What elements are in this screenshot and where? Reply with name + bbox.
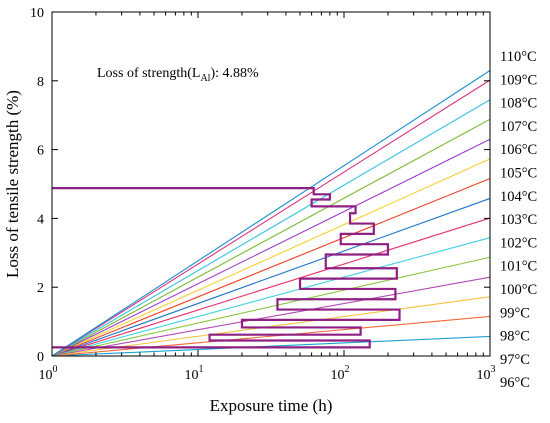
y-tick-label: 2 xyxy=(37,281,44,296)
x-axis-title: Exposure time (h) xyxy=(210,396,333,415)
y-tick-label: 6 xyxy=(37,144,44,159)
series-layer xyxy=(51,70,491,357)
series-label: 99°C xyxy=(500,305,530,321)
x-tick-label: 101 xyxy=(185,364,204,383)
series-line xyxy=(51,217,491,357)
series-line xyxy=(51,335,491,357)
series-label: 106°C xyxy=(500,142,537,158)
series-label: 98°C xyxy=(500,329,530,345)
y-tick-label: 8 xyxy=(37,75,44,90)
series-line xyxy=(51,99,491,357)
series-label: 108°C xyxy=(500,96,537,112)
series-line xyxy=(51,237,491,357)
y-tick-label: 0 xyxy=(37,350,44,365)
series-label: 101°C xyxy=(500,259,537,275)
series-label: 102°C xyxy=(500,235,537,251)
x-tick-label: 102 xyxy=(331,364,350,383)
series-label: 107°C xyxy=(500,119,537,135)
series-line xyxy=(51,138,491,357)
annotation: Loss of strength(LAl): 4.88% xyxy=(97,66,259,84)
y-tick-label: 4 xyxy=(37,212,44,227)
x-tick-label: 100 xyxy=(39,364,58,383)
series-label: 110°C xyxy=(500,49,537,65)
series-line xyxy=(51,158,491,357)
series-label: 104°C xyxy=(500,189,537,205)
series-line xyxy=(51,118,491,357)
labels-layer: 96°C 97°C 98°C 99°C 100°C 101°C 102°C 103°C 104°… xyxy=(30,6,537,391)
ticks-layer xyxy=(51,11,491,357)
strength-loss-trace xyxy=(52,187,401,349)
series-line xyxy=(51,256,491,357)
x-tick-label: 103 xyxy=(477,364,496,383)
series-line xyxy=(51,70,491,357)
y-tick-label: 10 xyxy=(30,6,44,21)
plot-frame xyxy=(51,11,491,357)
series-label: 96°C xyxy=(500,375,530,391)
series-line xyxy=(51,79,491,357)
series-label: 100°C xyxy=(500,282,537,298)
zigzag-layer xyxy=(52,187,401,349)
series-label: 103°C xyxy=(500,212,537,228)
series-line xyxy=(51,276,491,357)
series-line xyxy=(51,177,491,357)
series-label: 97°C xyxy=(500,352,530,368)
y-axis-title: Loss of tensile strength (%) xyxy=(3,90,22,278)
series-label: 105°C xyxy=(500,166,537,182)
series-label: 109°C xyxy=(500,72,537,88)
series-line xyxy=(51,197,491,357)
series-line xyxy=(51,315,491,357)
